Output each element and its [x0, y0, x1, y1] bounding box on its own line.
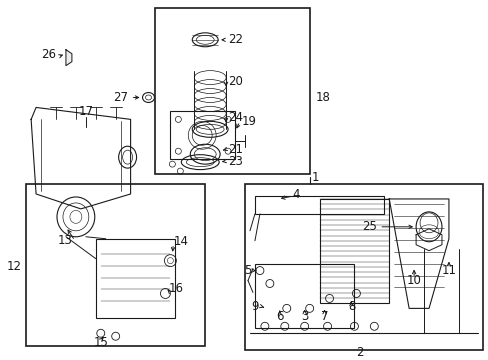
Bar — [254, 196, 384, 214]
Text: 25: 25 — [362, 220, 377, 233]
Text: 10: 10 — [406, 274, 421, 287]
Bar — [244, 184, 482, 350]
Text: 6: 6 — [276, 310, 283, 323]
Text: 1: 1 — [311, 171, 319, 184]
Text: 24: 24 — [227, 111, 243, 124]
Text: 16: 16 — [168, 282, 183, 295]
Text: 14: 14 — [173, 235, 188, 248]
Bar — [254, 264, 354, 328]
Text: 17: 17 — [78, 105, 93, 118]
Text: 8: 8 — [347, 300, 354, 313]
Bar — [319, 199, 388, 303]
Text: 21: 21 — [227, 143, 243, 156]
Text: 9: 9 — [251, 300, 258, 313]
Text: 7: 7 — [320, 310, 327, 323]
Text: 3: 3 — [301, 310, 308, 323]
Bar — [155, 8, 309, 174]
Text: 4: 4 — [291, 189, 299, 202]
Bar — [96, 239, 175, 318]
Text: 5: 5 — [244, 264, 251, 277]
Text: 26: 26 — [41, 48, 56, 61]
Text: 11: 11 — [441, 264, 455, 277]
Text: 15: 15 — [93, 336, 108, 349]
Text: 12: 12 — [6, 260, 21, 273]
Text: 2: 2 — [355, 346, 363, 359]
Text: 23: 23 — [227, 155, 243, 168]
Bar — [26, 184, 205, 346]
Text: 22: 22 — [227, 33, 243, 46]
Polygon shape — [66, 50, 72, 66]
Bar — [170, 111, 235, 159]
Text: 27: 27 — [113, 91, 128, 104]
Text: 13: 13 — [58, 234, 73, 247]
Text: 20: 20 — [227, 75, 243, 88]
Text: 19: 19 — [242, 115, 257, 128]
Text: 18: 18 — [315, 91, 330, 104]
